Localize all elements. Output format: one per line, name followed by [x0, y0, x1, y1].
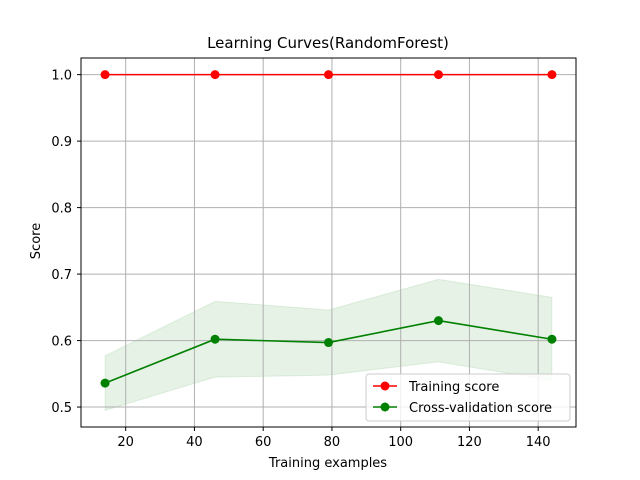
legend-cv-label: Cross-validation score	[409, 401, 552, 416]
data-point-series-1	[210, 334, 220, 344]
data-point-series-0	[324, 70, 333, 80]
legend-cv-marker	[380, 402, 390, 412]
x-axis-label: Training examples	[268, 456, 387, 471]
x-tick-label: 40	[186, 435, 203, 450]
data-point-series-0	[547, 70, 557, 80]
y-axis-label: Score	[29, 223, 44, 259]
legend: Training score Cross-validation score	[365, 373, 571, 422]
chart-title: Learning Curves(RandomForest)	[207, 34, 449, 52]
data-point-series-0	[100, 70, 110, 80]
y-tick-label: 1.0	[51, 69, 72, 84]
x-tick-label: 80	[324, 435, 341, 450]
data-point-series-1	[324, 338, 333, 348]
x-tick-label: 100	[388, 435, 413, 450]
x-tick-label: 20	[117, 435, 134, 450]
y-axis-ticks: 0.5 0.6 0.7 0.8 0.9 1.0	[51, 69, 81, 416]
legend-training-label: Training score	[408, 380, 499, 395]
x-tick-label: 120	[457, 435, 482, 450]
x-tick-label: 60	[255, 435, 272, 450]
data-point-series-0	[210, 70, 220, 80]
plot-frame	[80, 57, 577, 428]
legend-box	[365, 373, 571, 422]
data-point-series-0	[434, 70, 443, 80]
y-tick-label: 0.5	[51, 401, 72, 416]
legend-training-marker	[380, 381, 390, 391]
x-axis-ticks: 20 40 60 80 100 120 140	[117, 427, 551, 450]
series-markers	[100, 70, 557, 388]
data-point-series-1	[434, 316, 443, 326]
data-point-series-1	[547, 334, 557, 344]
data-point-series-1	[100, 378, 110, 388]
y-tick-label: 0.7	[51, 268, 72, 283]
y-tick-label: 0.9	[51, 135, 72, 150]
x-tick-label: 140	[526, 435, 551, 450]
y-tick-label: 0.8	[51, 202, 72, 217]
y-tick-label: 0.6	[51, 335, 72, 350]
